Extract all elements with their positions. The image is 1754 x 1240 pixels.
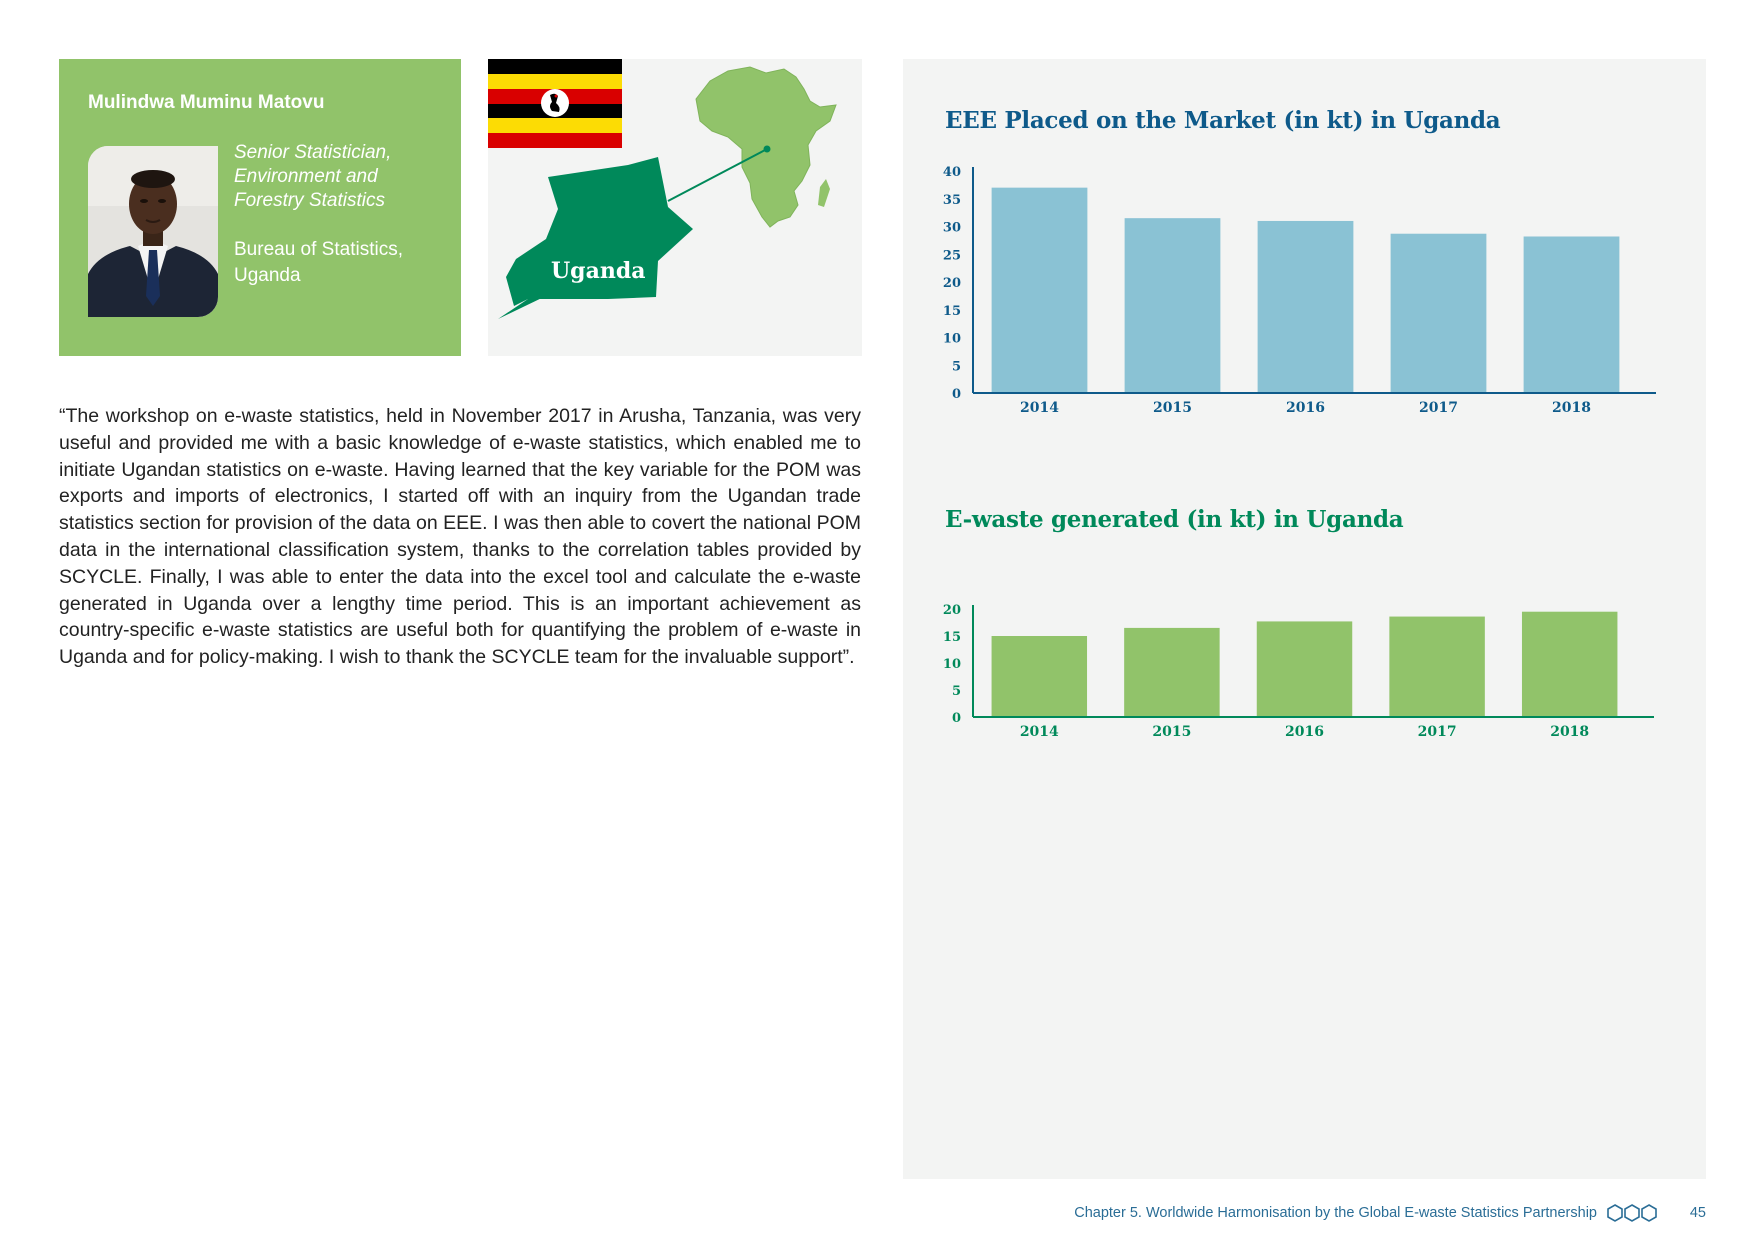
y-tick-label: 5 — [952, 684, 961, 699]
x-tick-label: 2015 — [1152, 724, 1191, 740]
chart-title-ewaste-generated: E-waste generated (in kt) in Uganda — [945, 506, 1404, 533]
bar-2016 — [1257, 220, 1354, 393]
page-footer: Chapter 5. Worldwide Harmonisation by th… — [1000, 1203, 1706, 1225]
role-line: Forestry Statistics — [234, 190, 385, 211]
x-tick-label: 2017 — [1418, 724, 1457, 740]
x-tick-label: 2018 — [1550, 724, 1589, 740]
bar-2017 — [1390, 233, 1487, 393]
y-tick-label: 20 — [943, 276, 961, 291]
y-tick-label: 15 — [943, 304, 961, 319]
x-tick-label: 2016 — [1285, 724, 1324, 740]
y-tick-label: 15 — [943, 630, 961, 645]
chart-title-eee-pom: EEE Placed on the Market (in kt) in Ugan… — [945, 107, 1501, 134]
profile-photo — [88, 146, 218, 317]
page-number: 45 — [1689, 1205, 1706, 1221]
uganda-location-dot — [763, 145, 771, 153]
bar-2014 — [991, 636, 1088, 717]
bar-2015 — [1124, 627, 1220, 717]
person-portrait-icon — [88, 146, 218, 317]
org-line: Bureau of Statistics, — [234, 239, 403, 260]
y-tick-label: 40 — [943, 165, 961, 180]
bar-2018 — [1523, 236, 1620, 393]
ewaste-generated-bar-chart: 0 5 10 15 20 2014 2015 2016 2017 2018 — [943, 603, 1654, 740]
y-tick-label: 10 — [943, 332, 961, 347]
testimonial-quote: “The workshop on e-waste statistics, hel… — [59, 405, 861, 669]
profile-role: Senior Statistician, Environment and For… — [234, 141, 454, 213]
y-tick-label: 5 — [952, 359, 961, 374]
uganda-flag-icon — [488, 59, 622, 148]
role-line: Senior Statistician, — [234, 142, 392, 163]
map-panel: Uganda — [488, 59, 862, 356]
y-tick-label: 25 — [943, 248, 961, 263]
chapter-text: Chapter 5. Worldwide Harmonisation by th… — [1074, 1205, 1597, 1221]
connector-line — [667, 148, 768, 202]
x-tick-label: 2018 — [1552, 400, 1591, 416]
uganda-zoom-shape-tail — [498, 295, 548, 319]
profile-name: Mulindwa Muminu Matovu — [88, 92, 325, 113]
charts-panel: EEE Placed on the Market (in kt) in Ugan… — [903, 59, 1706, 1179]
y-tick-label: 30 — [943, 221, 961, 236]
y-tick-label: 0 — [952, 387, 961, 402]
hexagons-icon — [1607, 1204, 1657, 1222]
profile-card: Mulindwa Muminu Matovu Senior Statistici… — [59, 59, 461, 356]
uganda-zoom-shape — [506, 157, 693, 306]
bar-2014 — [991, 187, 1088, 393]
madagascar — [818, 179, 830, 207]
eee-pom-bar-chart: 0 5 10 15 20 25 30 35 40 2014 2015 2016 2017 2018 — [943, 165, 1656, 416]
x-tick-label: 2015 — [1153, 400, 1192, 416]
y-tick-label: 10 — [943, 657, 961, 672]
x-tick-label: 2014 — [1020, 400, 1059, 416]
profile-organization: Bureau of Statistics, Uganda — [234, 237, 454, 289]
bar-2016 — [1256, 621, 1353, 717]
y-tick-label: 20 — [943, 603, 961, 618]
bar-2015 — [1124, 218, 1221, 393]
y-tick-label: 0 — [952, 711, 961, 726]
bar-2018 — [1521, 611, 1618, 717]
country-label: Uganda — [551, 258, 646, 284]
y-tick-label: 35 — [943, 193, 961, 208]
africa-map — [498, 66, 837, 319]
bar-2017 — [1389, 616, 1485, 717]
x-tick-label: 2017 — [1419, 400, 1458, 416]
role-line: Environment and — [234, 166, 378, 187]
x-tick-label: 2016 — [1286, 400, 1325, 416]
org-line: Uganda — [234, 265, 301, 286]
x-tick-label: 2014 — [1020, 724, 1059, 740]
